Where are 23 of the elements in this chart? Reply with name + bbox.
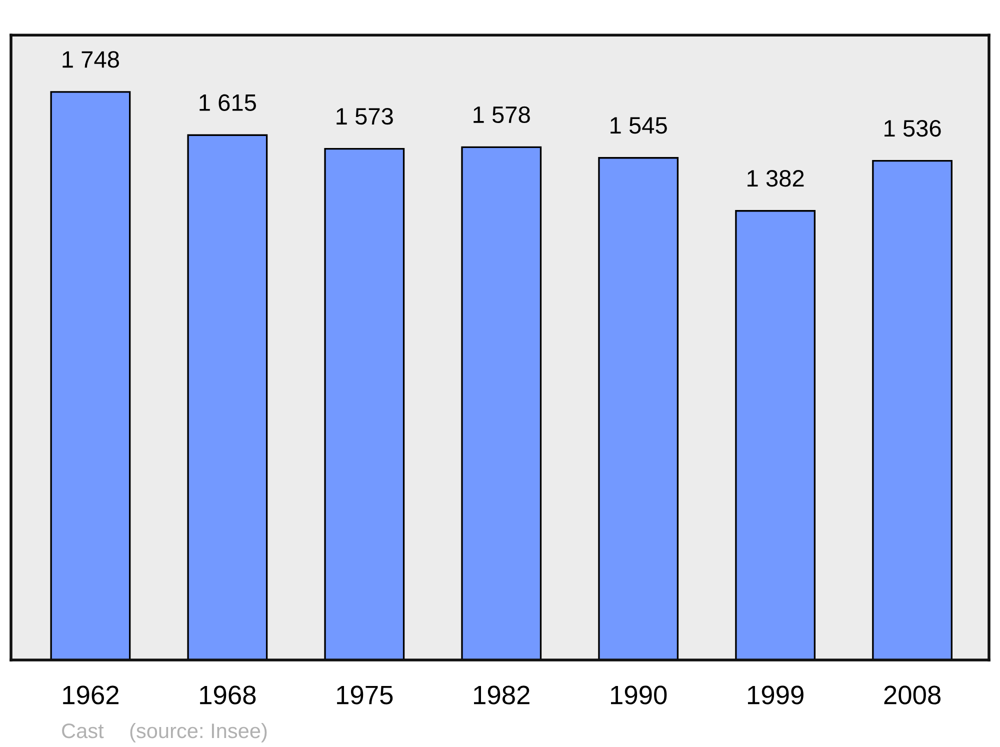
x-tick-label: 1990: [611, 686, 667, 704]
x-tick-label: 1975: [337, 686, 393, 704]
bar: [187, 134, 268, 660]
data-label: 1 615: [200, 94, 256, 112]
x-tick-label: 1999: [748, 686, 804, 704]
data-label: 1 382: [748, 170, 804, 187]
bar: [461, 146, 542, 660]
x-tick-label: 1962: [63, 686, 118, 704]
x-tick-label: 2008: [884, 686, 940, 704]
bar: [598, 157, 679, 660]
data-label: 1 748: [62, 51, 119, 68]
bar: [324, 148, 405, 660]
data-label: 1 536: [884, 120, 941, 137]
text: (source: Insee): [130, 722, 267, 742]
bar: [50, 91, 131, 660]
bar: [735, 210, 816, 660]
x-tick-label: 1968: [200, 686, 256, 704]
bar: [872, 160, 953, 660]
text: Cast: [62, 723, 104, 738]
data-label: 1 578: [474, 106, 530, 124]
x-tick-label: 1982: [474, 686, 530, 704]
data-label: 1 545: [610, 117, 667, 134]
data-label: 1 573: [336, 108, 393, 125]
